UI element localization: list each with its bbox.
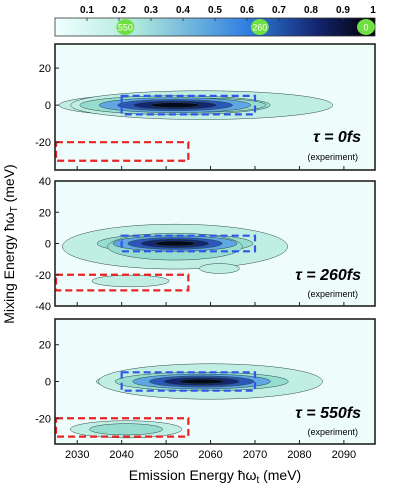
colorbar-tick-label: 0.5 xyxy=(208,5,222,16)
heatmap-contours xyxy=(62,223,288,288)
blue-roi-box xyxy=(120,94,257,116)
y-tick-label: 40 xyxy=(39,176,51,188)
colorbar-tick-label: 0.6 xyxy=(240,5,254,16)
contour-level xyxy=(178,378,225,385)
contour-level xyxy=(89,423,163,436)
y-tick-label: 20 xyxy=(39,207,51,219)
panel-tau-0fs: 20 0 -20 τ = 0fs (experiment) xyxy=(35,43,376,171)
colorbar-tick-label: 0.9 xyxy=(336,5,350,16)
y-tick-label: -20 xyxy=(35,413,51,425)
y-tick-label: 20 xyxy=(39,340,51,352)
experiment-note: (experiment) xyxy=(307,152,358,162)
contour-level xyxy=(91,274,170,288)
y-tick-label: 0 xyxy=(45,377,51,389)
colorbar: 0.1 0.2 0.3 0.4 0.5 0.6 0.7 0.8 0.9 1 550 260 0 xyxy=(54,5,376,37)
blue-roi-box xyxy=(120,371,257,392)
colorbar-tick-label: 0.7 xyxy=(272,5,286,16)
y-axis-label: Mixing Energy ħωT (meV) xyxy=(1,164,20,323)
y-tick-label: 0 xyxy=(45,100,51,112)
x-tick-label: 2080 xyxy=(287,449,311,461)
y-axis: 20 0 -20 xyxy=(35,340,345,444)
y-axis: 40 20 0 -20 -40 xyxy=(35,176,345,313)
x-axis: 2030 2040 2050 2060 2070 2080 2090 xyxy=(65,449,356,461)
panel-frame xyxy=(54,43,376,171)
heatmap-contours xyxy=(70,363,323,439)
experiment-note: (experiment) xyxy=(307,427,358,437)
colorbar-tick-label: 0.3 xyxy=(144,5,158,16)
colorbar-markers: 550 260 0 xyxy=(116,19,375,35)
red-roi-box xyxy=(55,273,190,292)
red-roi-box xyxy=(55,417,190,438)
experiment-note: (experiment) xyxy=(307,289,358,299)
colorbar-marker xyxy=(357,19,375,35)
x-axis-label: Emission Energy ħωt (meV) xyxy=(129,467,301,486)
y-axis: 20 0 -20 xyxy=(35,63,345,170)
contour-level xyxy=(150,102,200,108)
tau-label: τ = 260fs xyxy=(295,267,361,284)
x-tick-label: 2040 xyxy=(109,449,133,461)
tau-label: τ = 0fs xyxy=(313,129,361,146)
colorbar-ticks: 0.1 0.2 0.3 0.4 0.5 0.6 0.7 0.8 0.9 1 xyxy=(80,5,376,21)
blue-roi-box xyxy=(120,234,257,253)
colorbar-tick-label: 1 xyxy=(370,5,376,16)
x-tick-label: 2030 xyxy=(65,449,89,461)
colorbar-tick-label: 0.4 xyxy=(176,5,190,16)
colorbar-marker-label: 550 xyxy=(118,23,133,33)
colorbar-tick-label: 0.1 xyxy=(80,5,94,16)
red-roi-box xyxy=(55,141,190,162)
heatmap-contours xyxy=(58,90,333,120)
x-tick-label: 2060 xyxy=(198,449,222,461)
colorbar-marker-label: 0 xyxy=(363,23,368,33)
colorbar-tick-label: 0.8 xyxy=(304,5,318,16)
x-tick-label: 2090 xyxy=(332,449,356,461)
roi-boxes xyxy=(55,371,257,438)
colorbar-tick-label: 0.2 xyxy=(112,5,126,16)
contour-level xyxy=(154,240,196,247)
x-tick-label: 2050 xyxy=(154,449,178,461)
tau-label: τ = 550fs xyxy=(295,405,361,422)
panel-tau-260fs: 40 20 0 -20 -40 τ = 260fs (experiment) xyxy=(35,176,376,313)
y-tick-label: -40 xyxy=(35,301,51,313)
colorbar-marker xyxy=(250,19,269,35)
panel-tau-550fs: 20 0 -20 τ = 550fs (experiment) xyxy=(35,318,376,445)
contour-level xyxy=(199,263,240,274)
y-tick-label: -20 xyxy=(35,270,51,282)
roi-boxes xyxy=(55,94,257,162)
x-tick-label: 2070 xyxy=(243,449,267,461)
colorbar-marker xyxy=(116,19,135,35)
y-tick-label: 0 xyxy=(45,239,51,251)
roi-boxes xyxy=(55,234,257,292)
colorbar-marker-label: 260 xyxy=(252,23,267,33)
y-tick-label: -20 xyxy=(35,137,51,149)
y-tick-label: 20 xyxy=(39,63,51,75)
